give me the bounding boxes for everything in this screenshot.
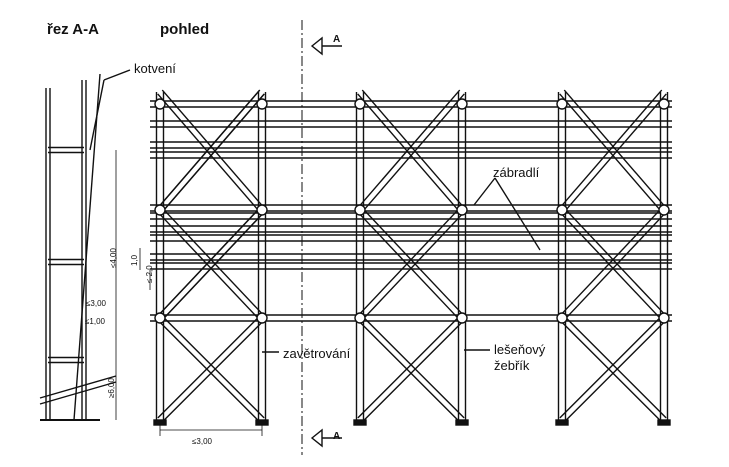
coupler-5-2	[556, 204, 568, 216]
anchoring-leader-2	[89, 79, 105, 151]
brace-diagonal-9b	[559, 315, 663, 419]
brace-diagonal-9b	[563, 319, 667, 423]
anchoring-leader	[103, 69, 131, 81]
coupler-6-3	[658, 312, 670, 324]
coupler-3-2	[354, 204, 366, 216]
brace-diagonal-2a	[161, 207, 265, 317]
brace-diagonal-9a	[559, 319, 663, 423]
base-plate-6	[657, 419, 671, 426]
view-title: pohled	[160, 21, 210, 38]
railing-leader-1	[473, 177, 496, 206]
brace-diagonal-7a	[563, 89, 667, 209]
brace-diagonal-8b	[563, 211, 667, 321]
section-wall-line	[73, 73, 101, 421]
coupler-6-2	[658, 204, 670, 216]
brace-diagonal-7b	[563, 93, 667, 213]
section-ground-brace-1	[39, 375, 117, 399]
brace-diagonal-6b	[361, 319, 465, 423]
brace-diagonal-3a	[157, 319, 261, 423]
brace-long-2	[157, 207, 261, 317]
section-mark-top-label: A	[333, 34, 341, 45]
brace-diagonal-8a	[559, 211, 663, 321]
brace-diagonal-3a	[161, 315, 265, 419]
section-arrow-top	[310, 36, 323, 56]
coupler-6-1	[658, 98, 670, 110]
coupler-5-1	[556, 98, 568, 110]
brace-diagonal-5a	[357, 211, 461, 321]
coupler-4-2	[456, 204, 468, 216]
bracing-label: zavětrování	[283, 346, 351, 361]
section-ground-brace-2	[39, 381, 117, 405]
brace-diagonal-1a	[161, 89, 265, 209]
coupler-4-3	[456, 312, 468, 324]
coupler-1-3	[154, 312, 166, 324]
base-plate-3	[353, 419, 367, 426]
brace-diagonal-4b	[357, 89, 461, 209]
dim-bay-width: ≤3,00	[192, 437, 212, 446]
coupler-2-2	[256, 204, 268, 216]
base-plate-5	[555, 419, 569, 426]
brace-diagonal-7a	[559, 93, 663, 213]
brace-diagonal-4b	[361, 93, 465, 213]
dim-depth: ≤1,00	[85, 317, 105, 326]
ladder-label-line2: žebřík	[494, 358, 530, 373]
brace-diagonal-4a	[361, 89, 465, 209]
base-plate-4	[455, 419, 469, 426]
section-title: řez A-A	[47, 21, 99, 38]
brace-diagonal-6a	[357, 319, 461, 423]
section-arrow-bottom	[310, 428, 323, 448]
anchoring-label: kotvení	[134, 61, 176, 76]
coupler-1-1	[154, 98, 166, 110]
brace-long-2	[161, 211, 265, 321]
coupler-4-1	[456, 98, 468, 110]
coupler-3-3	[354, 312, 366, 324]
dim-rail-2: ≤ 2,0	[145, 265, 154, 283]
railing-label: zábradlí	[493, 165, 540, 180]
brace-diagonal-3b	[157, 315, 261, 419]
brace-diagonal-5b	[361, 211, 465, 321]
brace-diagonal-8b	[559, 207, 663, 317]
brace-diagonal-3b	[161, 319, 265, 423]
coupler-2-1	[256, 98, 268, 110]
dim-rail-1: 1,0	[130, 254, 139, 266]
brace-diagonal-4a	[357, 93, 461, 213]
dim-ledger-gap: ≤3,00	[86, 299, 106, 308]
section-mark-bottom-label: A	[333, 431, 341, 442]
brace-diagonal-8a	[563, 207, 667, 317]
dim-bottom-height: ≥6,00	[107, 378, 116, 398]
brace-diagonal-9a	[563, 315, 667, 419]
railing-leader-2	[494, 177, 541, 251]
brace-diagonal-6a	[361, 315, 465, 419]
brace-diagonal-6b	[357, 315, 461, 419]
brace-diagonal-7b	[559, 89, 663, 209]
dim-bay-height: ≤4,00	[109, 248, 118, 268]
brace-diagonal-2a	[157, 211, 261, 321]
coupler-3-1	[354, 98, 366, 110]
coupler-1-2	[154, 204, 166, 216]
ladder-label-line1: lešeňový	[494, 342, 546, 357]
coupler-2-3	[256, 312, 268, 324]
brace-long-1	[157, 89, 261, 209]
brace-diagonal-5b	[357, 207, 461, 317]
brace-diagonal-5a	[361, 207, 465, 317]
coupler-5-3	[556, 312, 568, 324]
brace-diagonal-1a	[157, 93, 261, 213]
brace-long-1	[161, 93, 265, 213]
